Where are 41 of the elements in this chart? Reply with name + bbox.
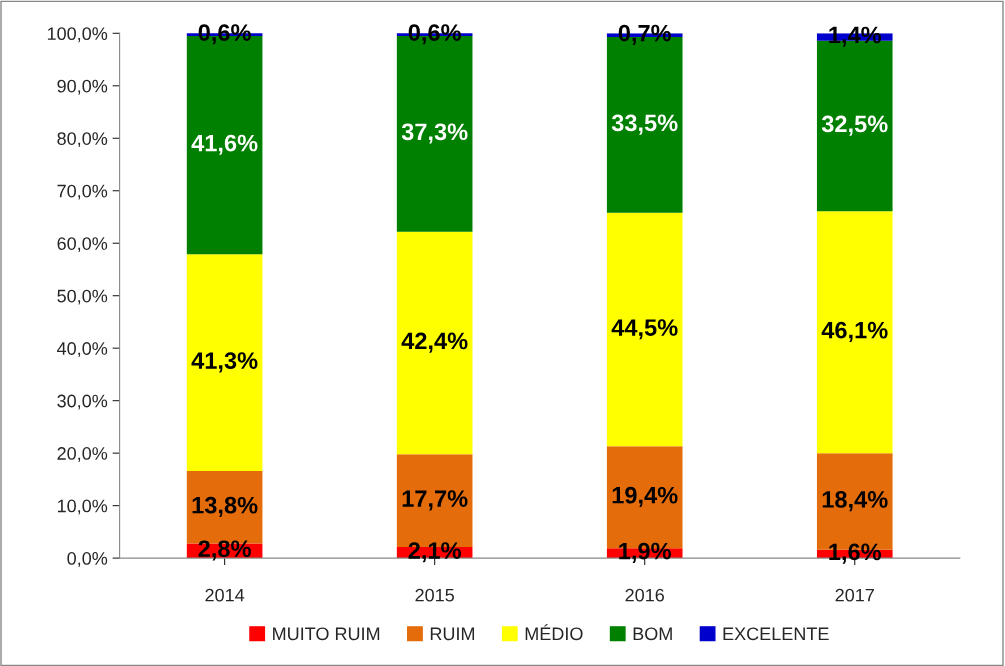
data-label: 17,7% [402, 490, 468, 511]
x-tick-label: 2015 [415, 588, 454, 602]
x-tick-label: 2016 [625, 588, 664, 602]
bar [186, 254, 263, 471]
y-tick-label: 0,0% [67, 552, 108, 567]
legend-label: BOM [633, 627, 672, 641]
data-label: 2,1% [408, 542, 461, 563]
legend-label: RUIM [430, 627, 475, 641]
y-tick-label: 100,0% [47, 27, 108, 43]
y-tick-label: 60,0% [57, 237, 108, 253]
legend-label: MUITO RUIM [273, 627, 380, 641]
y-tick-label: 30,0% [57, 394, 108, 410]
y-tick-label: 20,0% [57, 447, 108, 462]
bar [816, 211, 893, 454]
data-label: 46,1% [821, 321, 888, 342]
data-label: 2,8% [198, 540, 251, 561]
data-label: 18,4% [822, 491, 888, 512]
data-label: 44,5% [611, 319, 678, 340]
data-label: 19,4% [612, 486, 678, 507]
data-label: 37,3% [401, 123, 468, 144]
data-label: 33,5% [611, 114, 678, 135]
legend-label: MÉDIO [525, 624, 583, 641]
x-tick-label: 2017 [835, 588, 874, 602]
y-tick-label: 50,0% [57, 289, 108, 305]
bar [396, 231, 473, 455]
data-label: 42,4% [401, 332, 468, 353]
y-tick-label: 80,0% [57, 132, 108, 148]
y-tick-label: 40,0% [57, 342, 108, 358]
y-tick-label: 90,0% [57, 79, 108, 95]
data-label: 13,8% [192, 496, 258, 517]
data-label: 0,7% [618, 24, 671, 45]
y-tick-label: 10,0% [57, 499, 108, 515]
data-label: 41,3% [191, 352, 258, 373]
legend-label: EXCELENTE [723, 627, 829, 641]
data-label: 41,6% [191, 134, 258, 155]
data-label: 0,6% [198, 24, 251, 45]
data-label: 32,5% [821, 115, 888, 136]
y-tick-label: 70,0% [57, 184, 108, 200]
data-label: 0,6% [408, 24, 461, 45]
x-tick-label: 2014 [205, 588, 245, 602]
bar [606, 212, 683, 447]
